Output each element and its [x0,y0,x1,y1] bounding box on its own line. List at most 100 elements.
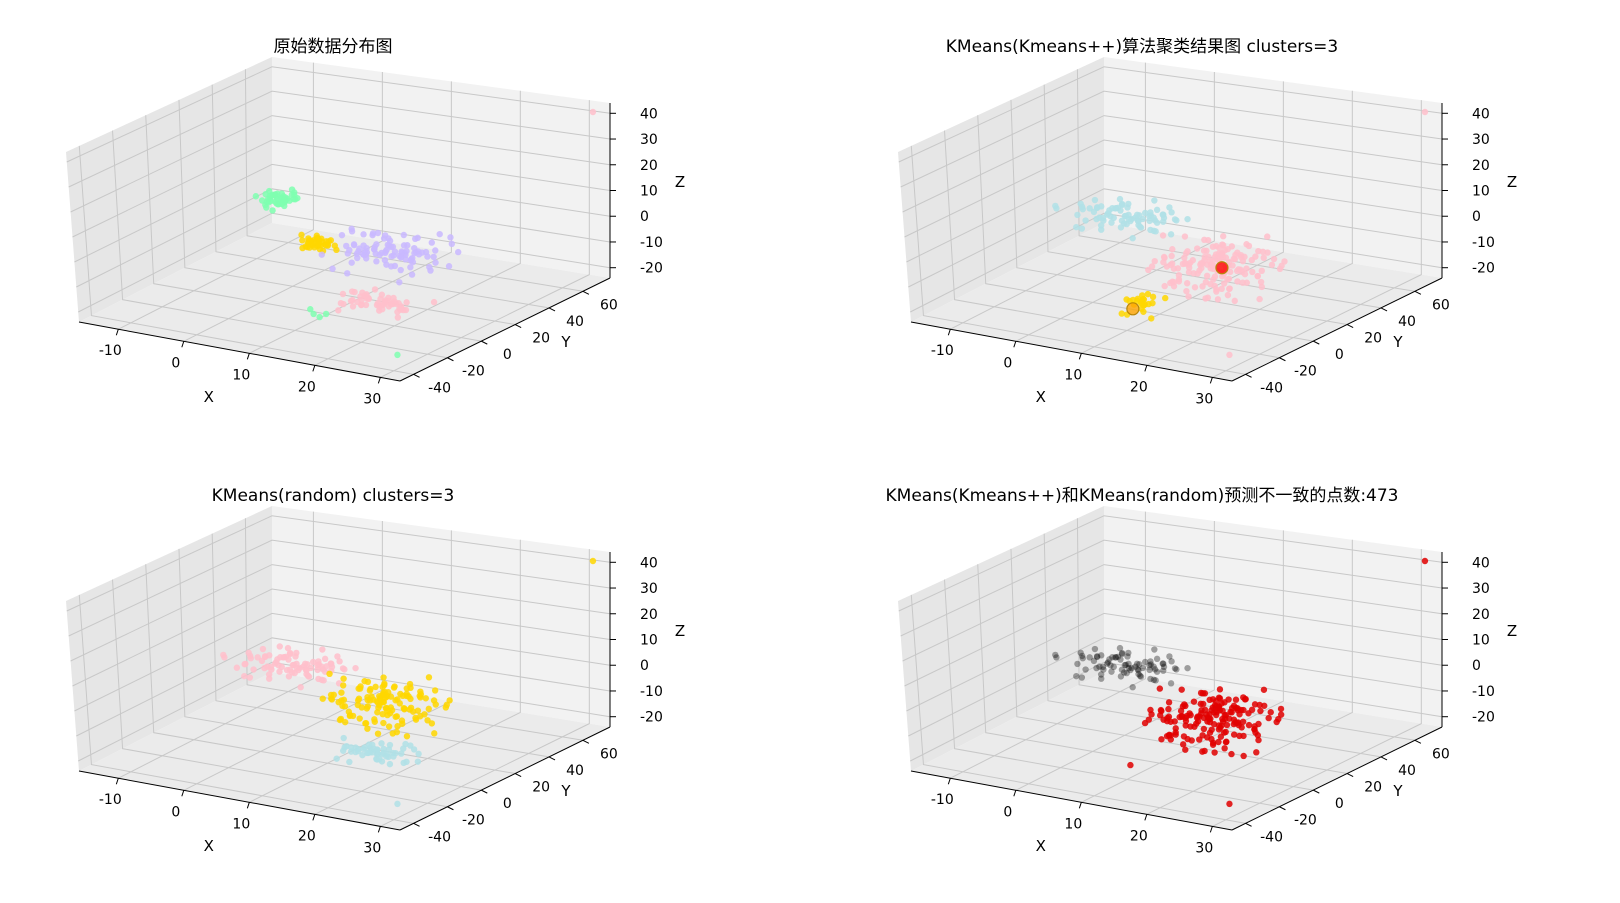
scatter-point [1165,732,1173,739]
z-tick-label: 40 [1472,555,1490,571]
scatter-point [318,251,325,258]
z-tick-label: -10 [1472,235,1495,251]
y-tick-mark [548,756,556,761]
grid-line-z [906,612,1443,712]
scatter-point [400,704,407,712]
grid-line-z [68,90,611,188]
scatter-point [261,653,269,660]
scatter-point [1150,676,1158,684]
scatter-point [321,655,329,663]
x-tick-label: 30 [363,840,381,856]
grid-line-x [1081,530,1284,803]
z-tick-label: -20 [640,710,663,726]
scatter-point [1181,254,1188,261]
z-tick-label: 20 [1472,158,1490,174]
y-tick-label: 40 [566,763,584,779]
x-tick-label: 30 [1195,391,1213,407]
scatter-point [1160,211,1167,218]
scatter-point [1112,654,1119,661]
scatter-point [1238,724,1245,731]
scatter-point [1053,654,1060,661]
scatter-point [365,741,373,748]
scatter-point [335,307,342,314]
scatter-point [380,719,387,727]
scatter-point [233,664,241,671]
scatter-point [386,760,394,768]
scatter-point [421,711,428,718]
x-tick-mark [312,814,316,821]
scatter-point [221,654,228,661]
z-tick-label: 20 [1472,607,1490,623]
grid-line-z [70,115,611,213]
scatter-point [1110,214,1117,222]
scatter-point [346,246,353,254]
scatter-point [396,279,403,286]
centroid-point [1215,261,1229,275]
scatter-point [288,186,296,193]
z-tick-label: 10 [640,184,658,200]
x-axis-label: X [1036,837,1046,855]
scatter-point [1104,659,1112,666]
scatter-point [1137,673,1145,680]
scatter-point [1104,210,1112,217]
scatter-point [415,251,423,258]
x-axis-line [78,770,401,831]
scatter-point [1103,660,1111,667]
scatter-point [1090,657,1098,665]
scatter-point [1167,680,1175,687]
x-tick-mark [181,341,185,348]
scatter-point [319,695,326,702]
y-tick-mark [1346,324,1354,328]
scatter-point [352,664,359,672]
scatter-point [1156,712,1164,719]
grid-line-x [380,100,590,378]
scatter-point [1204,294,1212,301]
scatter-point [1206,696,1213,704]
scatter-point [1153,219,1161,226]
scatter-point [299,237,306,244]
scatter-point [1146,662,1153,669]
scatter-point [344,270,351,277]
scatter-point [1211,702,1219,709]
scatter-point [1146,666,1153,674]
scatter-point [1255,736,1262,744]
scatter-point [1096,663,1103,670]
scatter-point [268,192,276,199]
scatter-point [1230,716,1238,723]
scatter-point [1224,291,1232,299]
scatter-point [276,643,283,650]
scatter-point [293,649,300,657]
scatter-point [1193,714,1201,722]
scatter-point [369,230,377,237]
z-axis-label: Z [675,622,685,640]
scatter-point [1098,675,1105,682]
scatter-point [1270,255,1278,263]
scatter-point [1268,261,1276,269]
scatter-point [1197,700,1204,708]
grid-line-x [314,90,521,366]
scatter-point [1236,732,1243,740]
scatter-point [1217,724,1224,731]
scatter-point [1099,663,1107,671]
scatter-point [378,291,386,298]
scatter-point [403,733,411,740]
scatter-point [362,720,369,727]
z-tick-label: -20 [640,261,663,277]
grid-line-z [72,139,611,238]
scatter-point [1264,233,1271,240]
pane-left [66,506,272,771]
scatter-point [338,689,345,696]
pane-back [1104,57,1442,278]
y-tick-mark [1346,773,1354,777]
scatter-point [1162,294,1169,302]
x-tick-mark [115,329,119,336]
scatter-point [589,557,597,565]
scatter-point [375,704,382,711]
scatter-point [1160,253,1168,261]
scatter-point [371,718,378,725]
grid-line-y [244,518,583,741]
y-tick-mark [413,373,420,378]
y-tick-label: 60 [1432,297,1450,313]
y-tick-label: 0 [503,796,512,812]
scatter-point [273,192,280,200]
